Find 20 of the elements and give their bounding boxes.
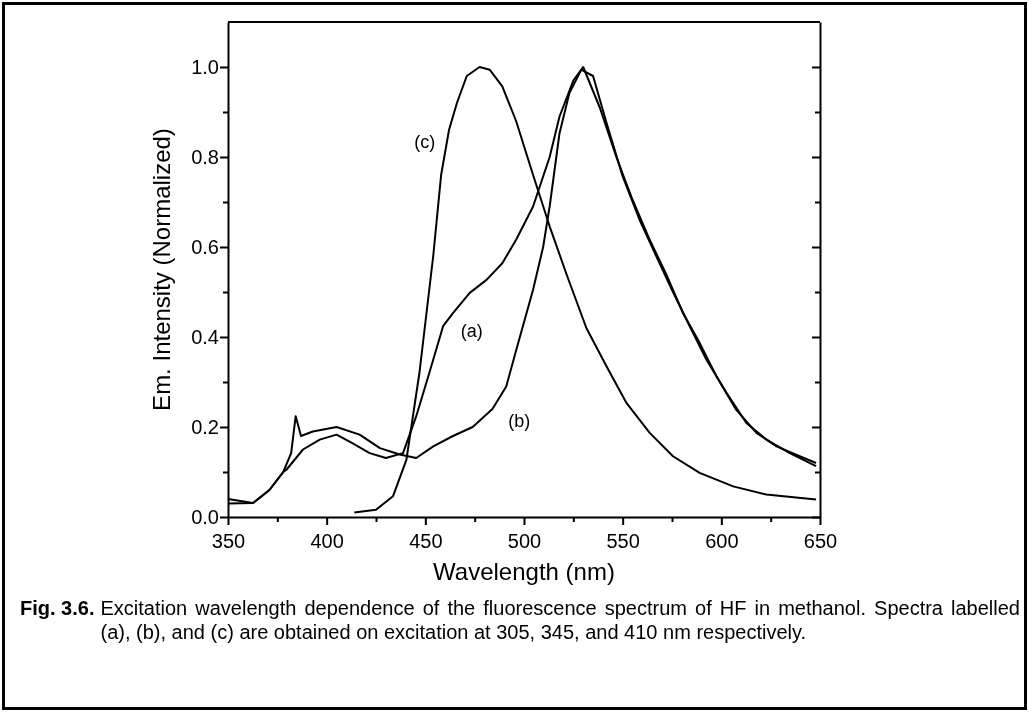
y-tick-label: 0.4: [191, 325, 219, 348]
series-label: (c): [414, 132, 436, 152]
y-tick-label: 0.6: [191, 235, 219, 258]
text: Excitation wavelength dependence of the fluorescence spectrum of HF in methanol. Spectra labelled (a), (b), and (c) are obtained on excitation at 305, 345, and 410 nm respectively.: [100, 596, 1020, 644]
y-tick-label: 0.0: [191, 505, 219, 528]
x-tick-label: 400: [310, 530, 344, 552]
x-tick-label: 450: [409, 530, 443, 552]
y-axis-title: Em. Intensity (Normalized): [148, 128, 175, 411]
x-axis-title: Wavelength (nm): [433, 558, 615, 585]
y-tick-label: 0.2: [191, 415, 219, 438]
x-tick-label: 550: [606, 530, 640, 552]
x-tick-label: 350: [211, 530, 246, 552]
series-label: (b): [508, 411, 531, 431]
x-tick-label: 500: [507, 530, 542, 552]
y-tick-label: 1.0: [191, 55, 219, 78]
caption: Fig. 3.6.: [20, 596, 95, 621]
x-tick-label: 650: [803, 530, 838, 552]
y-tick-label: 0.8: [191, 145, 219, 168]
series-label: (a): [460, 321, 483, 341]
x-tick-label: 600: [705, 530, 739, 552]
